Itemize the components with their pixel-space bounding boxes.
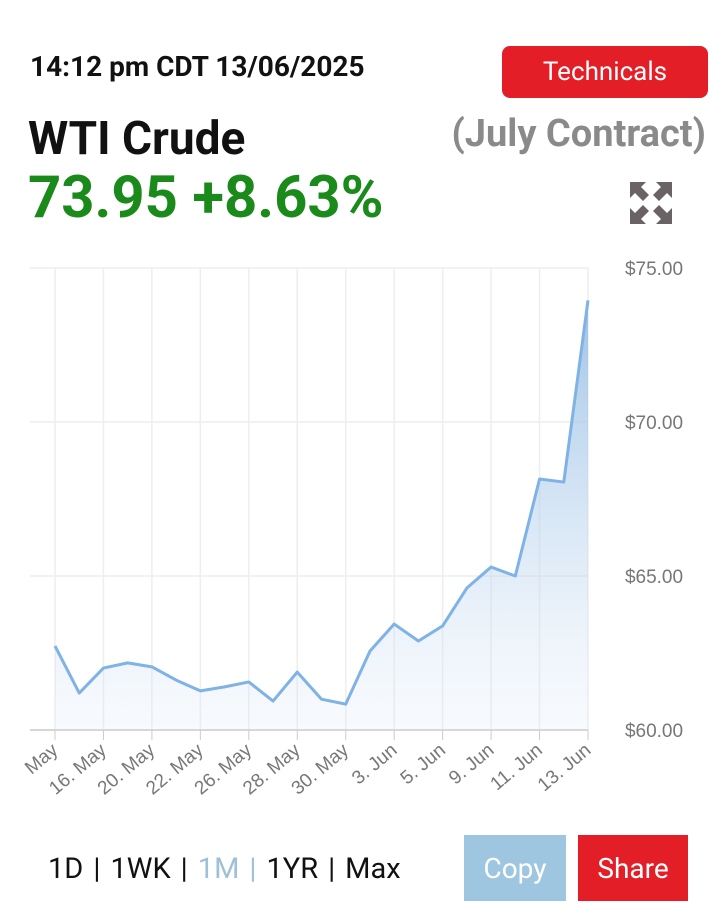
y-tick-label: $75.00 xyxy=(625,259,683,280)
x-tick-label: 11. Jun xyxy=(487,740,547,795)
separator: | xyxy=(249,852,257,886)
instrument-name: WTI Crude xyxy=(28,112,246,166)
range-option[interactable]: Max xyxy=(345,852,401,886)
price: 73.95 xyxy=(28,164,178,232)
copy-button[interactable]: Copy xyxy=(464,835,566,901)
expand-icon[interactable] xyxy=(630,182,672,224)
y-tick-label: $65.00 xyxy=(625,567,683,588)
separator: | xyxy=(93,852,101,886)
price-line: 73.95 +8.63% xyxy=(28,164,384,232)
share-button[interactable]: Share xyxy=(578,835,688,901)
line xyxy=(53,300,590,706)
range-selector: 1D | 1WK | 1M | 1YR | Max xyxy=(48,852,401,886)
x-tick-label: 3. Jun xyxy=(348,740,401,789)
change: +8.63% xyxy=(192,164,384,232)
range-option[interactable]: 1WK xyxy=(110,852,171,886)
timestamp: 14:12 pm CDT 13/06/2025 xyxy=(30,50,365,83)
y-tick-label: $70.00 xyxy=(625,413,683,434)
range-option[interactable]: 1D xyxy=(48,852,84,886)
contract: (July Contract) xyxy=(451,112,706,156)
technicals-button[interactable]: Technicals xyxy=(502,46,708,98)
y-tick-label: $60.00 xyxy=(625,721,683,742)
range-option[interactable]: 1YR xyxy=(266,852,319,886)
x-tick-label: 5. Jun xyxy=(397,740,450,789)
x-tick-label: 13. Jun xyxy=(534,740,595,796)
separator: | xyxy=(180,852,188,886)
range-option[interactable]: 1M xyxy=(197,852,240,886)
separator: | xyxy=(328,852,336,886)
area xyxy=(55,300,588,730)
